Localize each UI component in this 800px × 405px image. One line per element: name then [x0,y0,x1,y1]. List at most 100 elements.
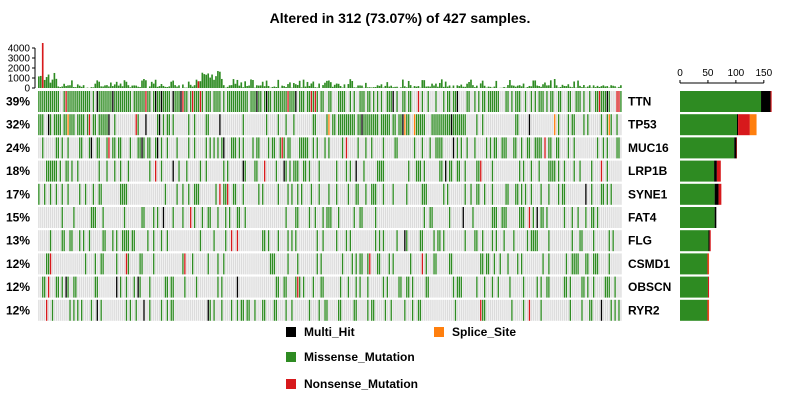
matrix-cell [410,161,411,182]
matrix-cell [237,184,238,205]
matrix-cell [542,114,543,135]
matrix-cell [208,184,209,205]
matrix-cell [359,91,360,112]
matrix-cell [283,137,284,158]
matrix-cell [182,253,183,274]
matrix-cell [437,161,438,182]
matrix-cell [186,207,187,228]
matrix-cell [293,161,294,182]
matrix-cell [492,161,493,182]
matrix-cell [151,230,152,251]
matrix-cell [611,230,612,251]
matrix-cell [322,137,323,158]
matrix-cell [367,114,368,135]
matrix-cell [457,253,458,274]
gene-count-segment [719,184,722,205]
matrix-cell [38,137,39,158]
matrix-cell [143,230,144,251]
matrix-cell [307,91,308,112]
matrix-cell [387,137,388,158]
gene-count-segment [738,114,750,135]
tmb-bar [371,87,373,88]
tmb-bar [223,85,225,88]
matrix-cell [519,184,520,205]
matrix-cell [99,230,100,251]
matrix-cell [498,253,499,274]
matrix-cell [171,184,172,205]
matrix-cell [178,230,179,251]
matrix-cell [60,300,61,321]
matrix-cell [291,184,292,205]
matrix-cell [375,184,376,205]
matrix-cell [593,91,594,112]
matrix-cell [474,161,475,182]
matrix-cell [348,300,349,321]
matrix-cell [264,300,265,321]
matrix-cell [315,207,316,228]
matrix-cell [375,300,376,321]
tmb-bar [272,87,274,88]
matrix-cell [184,300,185,321]
matrix-cell [313,184,314,205]
tmb-bar [587,87,589,88]
matrix-cell [143,137,144,158]
matrix-cell [276,184,277,205]
tmb-bar [618,87,620,88]
matrix-cell [85,207,86,228]
matrix-cell [466,300,467,321]
matrix-cell [391,300,392,321]
tmb-bar [106,85,108,88]
tmb-bar [122,86,124,88]
matrix-cell [104,207,105,228]
matrix-cell [537,184,538,205]
tmb-bar [141,81,143,88]
matrix-cell [494,184,495,205]
matrix-cell [505,161,506,182]
matrix-cell [147,114,148,135]
matrix-cell [293,91,294,112]
matrix-cell [515,207,516,228]
matrix-cell [426,300,427,321]
matrix-cell [488,277,489,298]
matrix-cell [311,300,312,321]
matrix-cell [392,253,393,274]
matrix-cell [100,207,101,228]
matrix-cell [174,91,175,112]
matrix-cell [297,114,298,135]
tmb-bar [239,86,241,88]
matrix-cell [272,91,273,112]
tmb-bar [166,87,168,88]
matrix-cell [609,161,610,182]
matrix-cell [455,137,456,158]
matrix-cell [83,253,84,274]
matrix-cell [572,277,573,298]
matrix-cell [313,114,314,135]
matrix-cell [340,253,341,274]
matrix-cell [293,230,294,251]
matrix-cell [52,184,53,205]
matrix-cell [260,300,261,321]
matrix-cell [564,91,565,112]
matrix-cell [591,161,592,182]
matrix-cell [478,184,479,205]
matrix-cell [159,91,160,112]
matrix-cell [184,161,185,182]
matrix-cell [233,161,234,182]
matrix-row-bg [38,137,622,158]
matrix-cell [377,253,378,274]
matrix-cell [44,91,45,112]
tmb-bar [233,79,235,88]
matrix-cell [97,230,98,251]
matrix-cell [184,137,185,158]
matrix-cell [500,253,501,274]
matrix-cell [531,230,532,251]
tmb-bar [390,86,392,88]
matrix-cell [533,277,534,298]
matrix-cell [235,91,236,112]
matrix-cell [169,277,170,298]
matrix-cell [352,230,353,251]
matrix-cell [428,184,429,205]
matrix-cell [431,207,432,228]
matrix-cell [412,161,413,182]
matrix-cell [468,300,469,321]
